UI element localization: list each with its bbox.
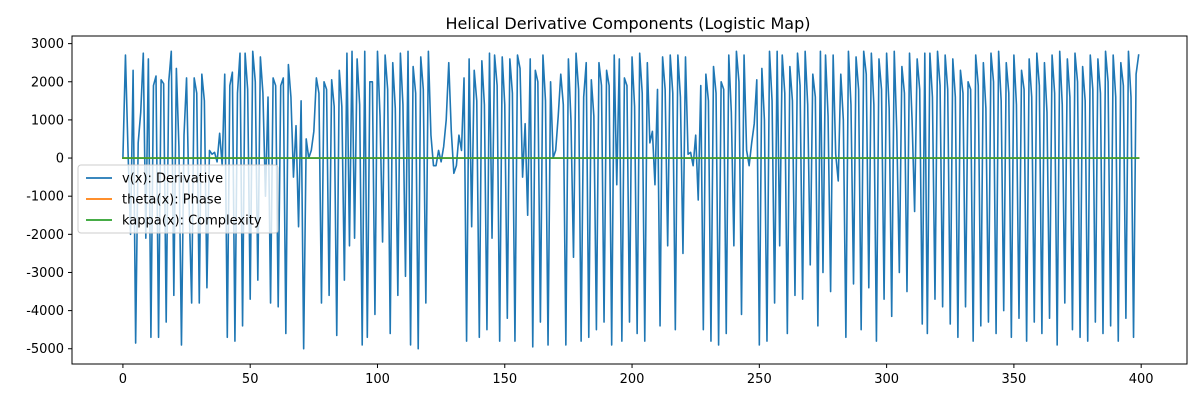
x-tick-label: 200 <box>620 372 645 387</box>
x-tick-label: 50 <box>242 372 259 387</box>
plot-border <box>71 35 1188 365</box>
x-tick-label: 0 <box>119 372 127 387</box>
y-tick-label: -5000 <box>26 342 64 357</box>
legend-label-1: v(x): Derivative <box>122 172 223 187</box>
x-tick-label: 400 <box>1129 372 1154 387</box>
legend-label-2: theta(x): Phase <box>122 193 222 208</box>
y-axis: 3000 2000 1000 0 -1000 -2000 -3000 -4000 -5000 <box>26 37 72 357</box>
x-tick-label: 300 <box>874 372 899 387</box>
y-tick-label: 3000 <box>31 37 64 52</box>
x-tick-label: 250 <box>747 372 772 387</box>
x-tick-label: 350 <box>1001 372 1026 387</box>
y-tick-label: -1000 <box>26 190 64 205</box>
legend-box <box>77 164 279 234</box>
y-tick-label: 2000 <box>31 75 64 90</box>
y-tick-label: -4000 <box>26 304 64 319</box>
chart-title: Helical Derivative Components (Logistic … <box>446 14 811 33</box>
legend-label-3: kappa(x): Complexity <box>122 214 262 229</box>
y-tick-label: 0 <box>56 152 64 167</box>
series-layer <box>122 50 1140 350</box>
x-axis: 0 50 100 150 200 250 300 350 400 <box>119 364 1154 387</box>
y-tick-label: -2000 <box>26 228 64 243</box>
series-line-1 <box>122 50 1140 350</box>
y-tick-label: -3000 <box>26 266 64 281</box>
y-tick-label: 1000 <box>31 113 64 128</box>
legend: v(x): Derivative theta(x): Phase kappa(x):… <box>77 164 279 234</box>
x-tick-label: 150 <box>492 372 517 387</box>
x-tick-label: 100 <box>365 372 390 387</box>
